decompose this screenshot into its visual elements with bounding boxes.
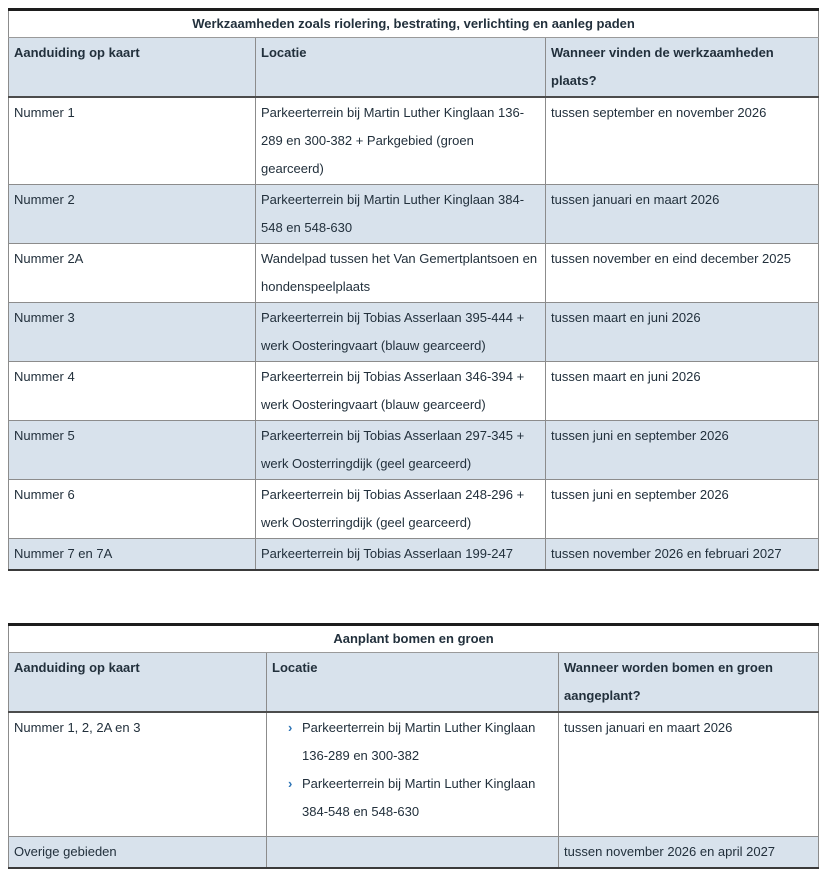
list-item-label: Parkeerterrein bij Martin Luther Kinglaa… [302, 720, 536, 763]
cell-aanduiding: Nummer 3 [8, 302, 256, 362]
table-title: Werkzaamheden zoals riolering, bestratin… [7, 9, 820, 38]
cell-wanneer: tussen november en eind december 2025 [544, 243, 820, 303]
chevron-bullet-icon: › [288, 776, 293, 791]
cell-wanneer: tussen maart en juni 2026 [544, 302, 820, 362]
table-row: Nummer 3 Parkeerterrein bij Tobias Asser… [8, 302, 820, 362]
list-item: › Parkeerterrein bij Martin Luther Kingl… [288, 770, 552, 826]
chevron-bullet-icon: › [288, 720, 293, 735]
cell-aanduiding: Nummer 2A [8, 243, 256, 303]
column-header-aanduiding: Aanduiding op kaart [8, 37, 256, 98]
list-item-label: Parkeerterrein bij Martin Luther Kinglaa… [302, 776, 536, 819]
cell-wanneer: tussen januari en maart 2026 [544, 184, 820, 244]
table-row: Nummer 1, 2, 2A en 3 › Parkeerterrein bi… [8, 711, 820, 837]
cell-aanduiding: Nummer 4 [8, 361, 256, 421]
table-title: Aanplant bomen en groen [7, 624, 820, 653]
cell-aanduiding: Overige gebieden [8, 836, 267, 869]
column-header-aanduiding: Aanduiding op kaart [8, 652, 267, 713]
locatie-list: › Parkeerterrein bij Martin Luther Kingl… [272, 714, 552, 826]
aanplant-table: Aanplant bomen en groen Aanduiding op ka… [7, 623, 820, 869]
werkzaamheden-table: Werkzaamheden zoals riolering, bestratin… [7, 8, 820, 571]
table-row: Nummer 4 Parkeerterrein bij Tobias Asser… [8, 361, 820, 421]
table-row: Nummer 2 Parkeerterrein bij Martin Luthe… [8, 184, 820, 244]
column-header-locatie: Locatie [255, 37, 546, 98]
cell-wanneer: tussen september en november 2026 [544, 96, 820, 185]
cell-locatie: Parkeerterrein bij Tobias Asserlaan 346-… [255, 361, 546, 421]
cell-wanneer: tussen juni en september 2026 [544, 420, 820, 480]
column-header-locatie: Locatie [266, 652, 559, 713]
table-title-row: Aanplant bomen en groen [7, 624, 820, 653]
cell-wanneer: tussen november 2026 en februari 2027 [544, 538, 820, 571]
cell-locatie: Parkeerterrein bij Martin Luther Kinglaa… [255, 184, 546, 244]
cell-aanduiding: Nummer 6 [8, 479, 256, 539]
table-row: Nummer 5 Parkeerterrein bij Tobias Asser… [8, 420, 820, 480]
column-header-row: Aanduiding op kaart Locatie Wanneer vind… [8, 37, 820, 98]
table-row: Nummer 1 Parkeerterrein bij Martin Luthe… [8, 96, 820, 185]
cell-locatie: Parkeerterrein bij Tobias Asserlaan 395-… [255, 302, 546, 362]
column-header-wanneer: Wanneer vinden de werkzaamheden plaats? [544, 37, 820, 98]
cell-wanneer: tussen juni en september 2026 [544, 479, 820, 539]
table-row: Nummer 6 Parkeerterrein bij Tobias Asser… [8, 479, 820, 539]
column-header-wanneer: Wanneer worden bomen en groen aangeplant… [557, 652, 820, 713]
cell-wanneer: tussen november 2026 en april 2027 [557, 836, 820, 869]
cell-locatie: Wandelpad tussen het Van Gemertplantsoen… [255, 243, 546, 303]
cell-aanduiding: Nummer 1 [8, 96, 256, 185]
cell-aanduiding: Nummer 7 en 7A [8, 538, 256, 571]
table-row: Nummer 7 en 7A Parkeerterrein bij Tobias… [8, 538, 820, 571]
cell-locatie: Parkeerterrein bij Tobias Asserlaan 248-… [255, 479, 546, 539]
cell-aanduiding: Nummer 2 [8, 184, 256, 244]
table-row: Nummer 2A Wandelpad tussen het Van Gemer… [8, 243, 820, 303]
cell-locatie: Parkeerterrein bij Martin Luther Kinglaa… [255, 96, 546, 185]
cell-aanduiding: Nummer 5 [8, 420, 256, 480]
cell-locatie: › Parkeerterrein bij Martin Luther Kingl… [266, 711, 559, 837]
cell-wanneer: tussen maart en juni 2026 [544, 361, 820, 421]
table-title-row: Werkzaamheden zoals riolering, bestratin… [7, 9, 820, 38]
cell-locatie: Parkeerterrein bij Tobias Asserlaan 199-… [255, 538, 546, 571]
column-header-row: Aanduiding op kaart Locatie Wanneer word… [8, 652, 820, 713]
cell-aanduiding: Nummer 1, 2, 2A en 3 [8, 711, 267, 837]
cell-locatie: Parkeerterrein bij Tobias Asserlaan 297-… [255, 420, 546, 480]
list-item: › Parkeerterrein bij Martin Luther Kingl… [288, 714, 552, 770]
cell-wanneer: tussen januari en maart 2026 [557, 711, 820, 837]
cell-locatie [266, 836, 559, 869]
table-row: Overige gebieden tussen november 2026 en… [8, 836, 820, 869]
